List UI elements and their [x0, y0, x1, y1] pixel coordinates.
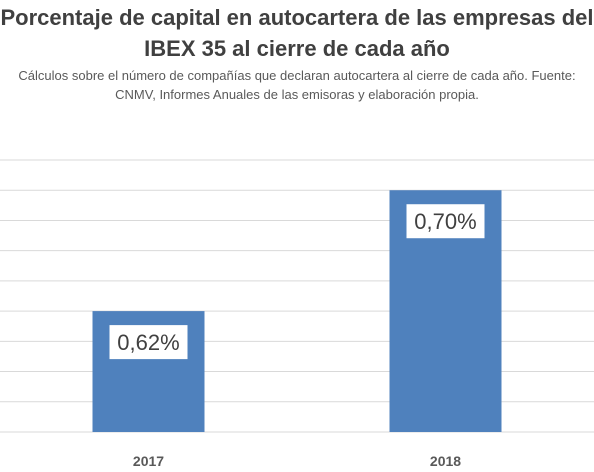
gridlines: [0, 159, 594, 433]
data-label-box: [406, 204, 485, 239]
data-label-text: 0,62%: [117, 330, 179, 355]
data-label-box: [109, 325, 188, 360]
chart-subtitle: Cálculos sobre el número de compañías qu…: [18, 68, 576, 102]
x-tick-label-2018: 2018: [430, 453, 461, 469]
x-tick-label-2017: 2017: [133, 453, 164, 469]
data-label-text: 0,70%: [414, 209, 476, 234]
data-labels: 0,62% 0,70%: [109, 204, 485, 360]
chart-title: Porcentaje de capital en autocartera de …: [0, 5, 594, 61]
data-label-2017: 0,62%: [109, 325, 188, 360]
x-axis-tick-labels: 2017 2018: [133, 453, 461, 469]
data-label-2018: 0,70%: [406, 204, 485, 239]
